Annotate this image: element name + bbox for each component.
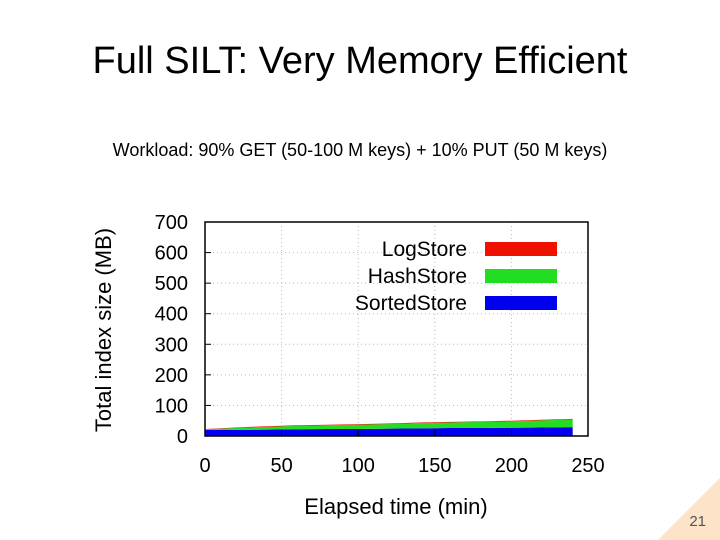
x-axis-label: Elapsed time (min) — [304, 494, 487, 519]
area-hashstore — [205, 419, 573, 430]
y-tick-label: 300 — [155, 334, 188, 356]
x-tick-label: 0 — [199, 455, 210, 477]
plot-areas — [205, 418, 573, 436]
area-sortedstore — [205, 427, 573, 436]
slide-title: Full SILT: Very Memory Efficient — [92, 40, 628, 82]
x-tick-label: 200 — [495, 455, 528, 477]
y-tick-label: 500 — [155, 273, 188, 295]
legend-label-sortedstore: SortedStore — [355, 292, 467, 315]
y-tick-label: 0 — [177, 426, 188, 448]
y-tick-label: 100 — [155, 395, 188, 417]
legend-swatch-sortedstore — [485, 296, 557, 310]
workload-subtitle: Workload: 90% GET (50-100 M keys) + 10% … — [112, 140, 608, 160]
x-tick-label: 50 — [270, 455, 292, 477]
page-number: 21 — [689, 513, 706, 530]
y-tick-label: 400 — [155, 304, 188, 326]
legend-label-logstore: LogStore — [382, 238, 467, 261]
legend-label-hashstore: HashStore — [368, 265, 467, 288]
corner-decoration — [658, 478, 720, 540]
area-logstore — [205, 418, 573, 430]
tick-labels: 0 100 200 300 400 500 600 700 0 50 100 150 200 250 — [155, 212, 605, 477]
y-axis-label: Total index size (MB) — [91, 228, 116, 432]
legend: LogStore HashStore SortedStore — [355, 238, 557, 315]
y-tick-label: 200 — [155, 365, 188, 387]
y-tick-label: 700 — [155, 212, 188, 234]
legend-swatch-logstore — [485, 242, 557, 256]
legend-swatch-hashstore — [485, 269, 557, 283]
x-tick-label: 100 — [342, 455, 375, 477]
x-tick-label: 250 — [571, 455, 604, 477]
plot-frame — [204, 221, 589, 437]
x-tick-label: 150 — [418, 455, 451, 477]
y-tick-label: 600 — [155, 243, 188, 265]
